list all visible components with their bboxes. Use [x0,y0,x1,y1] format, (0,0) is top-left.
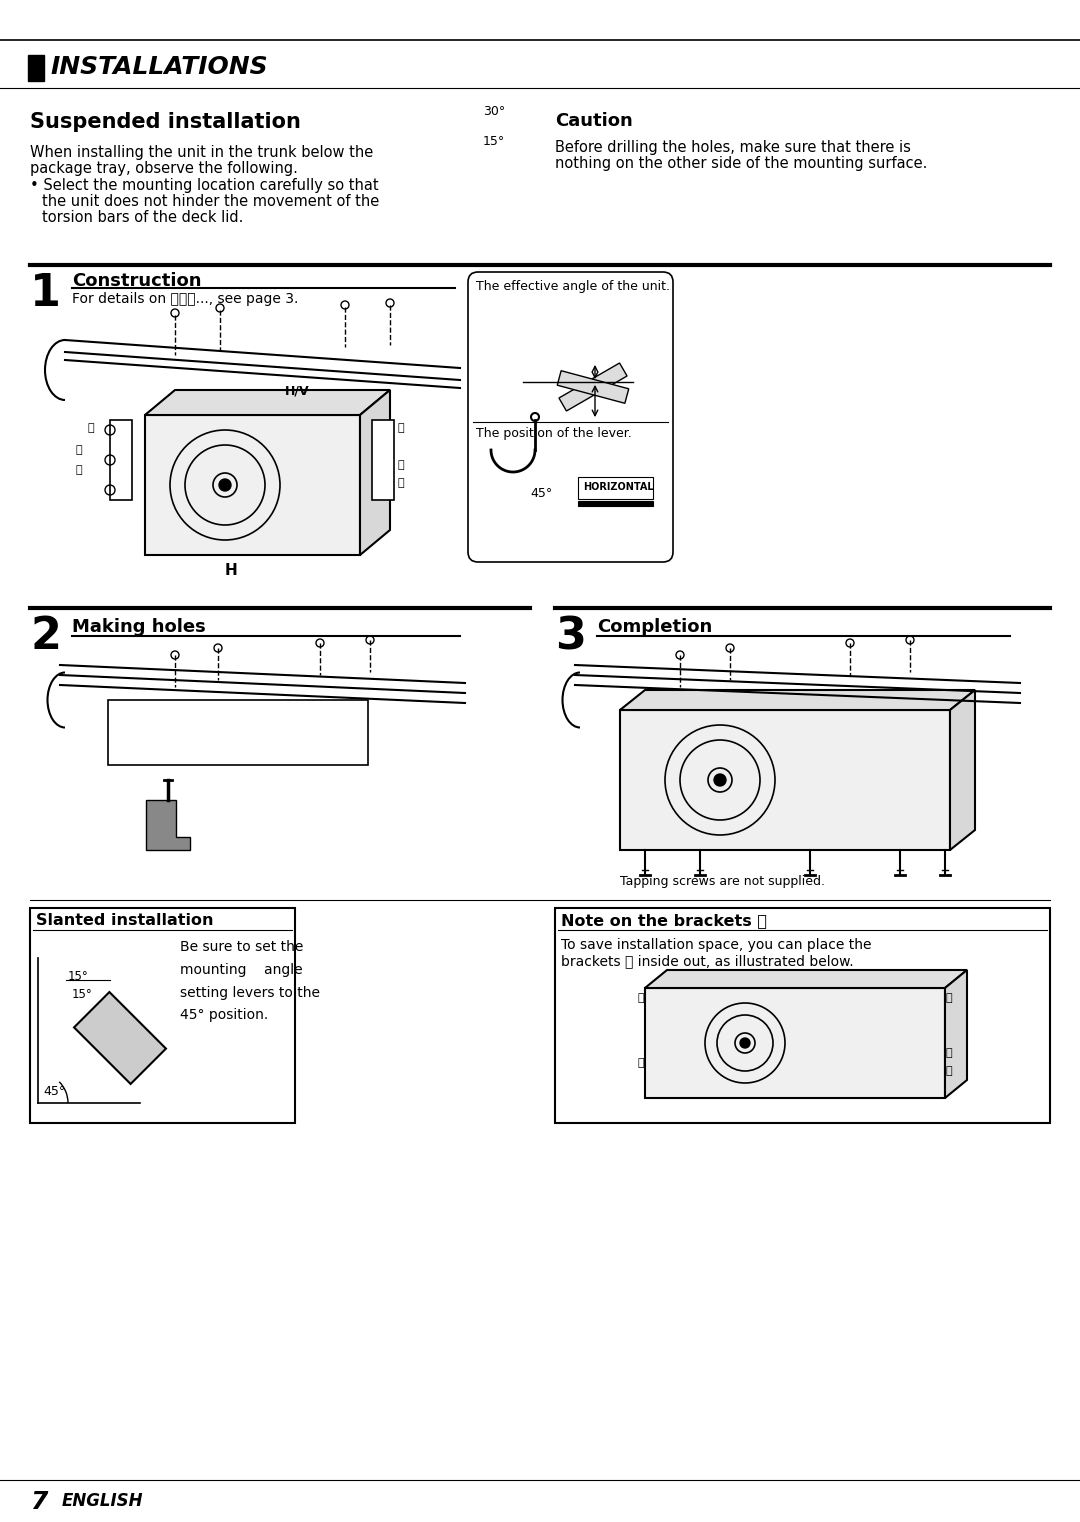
Text: 7: 7 [30,1490,48,1514]
Polygon shape [945,970,967,1097]
Text: 30°: 30° [483,105,505,119]
Text: • Select the mounting location carefully so that: • Select the mounting location carefully… [30,178,379,193]
Text: Tapping screws are not supplied.: Tapping screws are not supplied. [620,875,825,887]
Text: ⓑ: ⓑ [75,444,82,455]
Polygon shape [559,364,627,411]
Text: 15°: 15° [72,988,93,1001]
Text: 45°: 45° [43,1085,65,1097]
Bar [555,909,1050,1123]
Bar [645,988,945,1097]
Bar [110,420,132,501]
Text: 15°: 15° [68,970,89,983]
Bar [28,55,44,81]
Text: ⓓ: ⓓ [945,1049,951,1058]
Bar [578,476,653,499]
Text: H/V: H/V [285,385,310,397]
Polygon shape [146,801,190,849]
Polygon shape [950,689,975,849]
Text: 3: 3 [555,615,585,658]
Text: 45°: 45° [530,487,552,501]
Text: ⓐ: ⓐ [399,423,405,432]
Text: Before drilling the holes, make sure that there is: Before drilling the holes, make sure tha… [555,140,910,155]
Bar [145,416,360,556]
Text: ⓖ: ⓖ [945,1065,951,1076]
Text: the unit does not hinder the movement of the: the unit does not hinder the movement of… [42,193,379,209]
Text: Note on the brackets ⓐ: Note on the brackets ⓐ [561,913,767,928]
Text: nothing on the other side of the mounting surface.: nothing on the other side of the mountin… [555,155,928,170]
Text: Making holes: Making holes [72,618,206,636]
Polygon shape [620,689,975,709]
Circle shape [219,479,231,492]
Bar [578,501,653,505]
Bar [620,709,950,849]
Circle shape [714,775,726,785]
Polygon shape [645,970,967,988]
Text: For details on ⓐⓑⓒ..., see page 3.: For details on ⓐⓑⓒ..., see page 3. [72,292,298,306]
Polygon shape [360,390,390,556]
Text: Caution: Caution [555,113,633,129]
Text: When installing the unit in the trunk below the: When installing the unit in the trunk be… [30,145,374,160]
Bar [108,700,368,766]
Text: 2: 2 [30,615,60,658]
Circle shape [740,1038,750,1049]
Text: To save installation space, you can place the: To save installation space, you can plac… [561,938,872,951]
Bar [372,420,394,501]
Text: Construction: Construction [72,272,202,291]
Text: 1: 1 [30,272,60,315]
Text: torsion bars of the deck lid.: torsion bars of the deck lid. [42,210,243,225]
Text: H: H [225,563,238,578]
Text: Completion: Completion [597,618,712,636]
Text: 15°: 15° [483,135,505,148]
Text: ⓒ: ⓒ [637,992,644,1003]
Text: ⓐ: ⓐ [637,1058,644,1068]
Text: INSTALLATIONS: INSTALLATIONS [50,55,268,79]
Text: ENGLISH: ENGLISH [62,1492,144,1510]
Bar [30,909,295,1123]
Text: package tray, observe the following.: package tray, observe the following. [30,161,298,177]
Text: ⓓ: ⓓ [399,478,405,489]
Text: brackets ⓐ inside out, as illustrated below.: brackets ⓐ inside out, as illustrated be… [561,954,853,968]
FancyBboxPatch shape [468,272,673,562]
Text: Be sure to set the
mounting    angle
setting levers to the
45° position.: Be sure to set the mounting angle settin… [180,941,320,1023]
Text: ⓐ: ⓐ [87,423,95,432]
Polygon shape [557,371,629,403]
Text: Suspended installation: Suspended installation [30,113,301,132]
Polygon shape [145,390,390,416]
Polygon shape [75,992,166,1084]
Text: The effective angle of the unit.: The effective angle of the unit. [476,280,670,294]
Text: ⓖ: ⓖ [75,466,82,475]
Text: Slanted installation: Slanted installation [36,913,214,928]
Text: ⓖ: ⓖ [945,992,951,1003]
Text: ⓑ: ⓑ [399,460,405,470]
Text: The position of the lever.: The position of the lever. [476,428,632,440]
Text: HORIZONTAL: HORIZONTAL [583,482,653,492]
